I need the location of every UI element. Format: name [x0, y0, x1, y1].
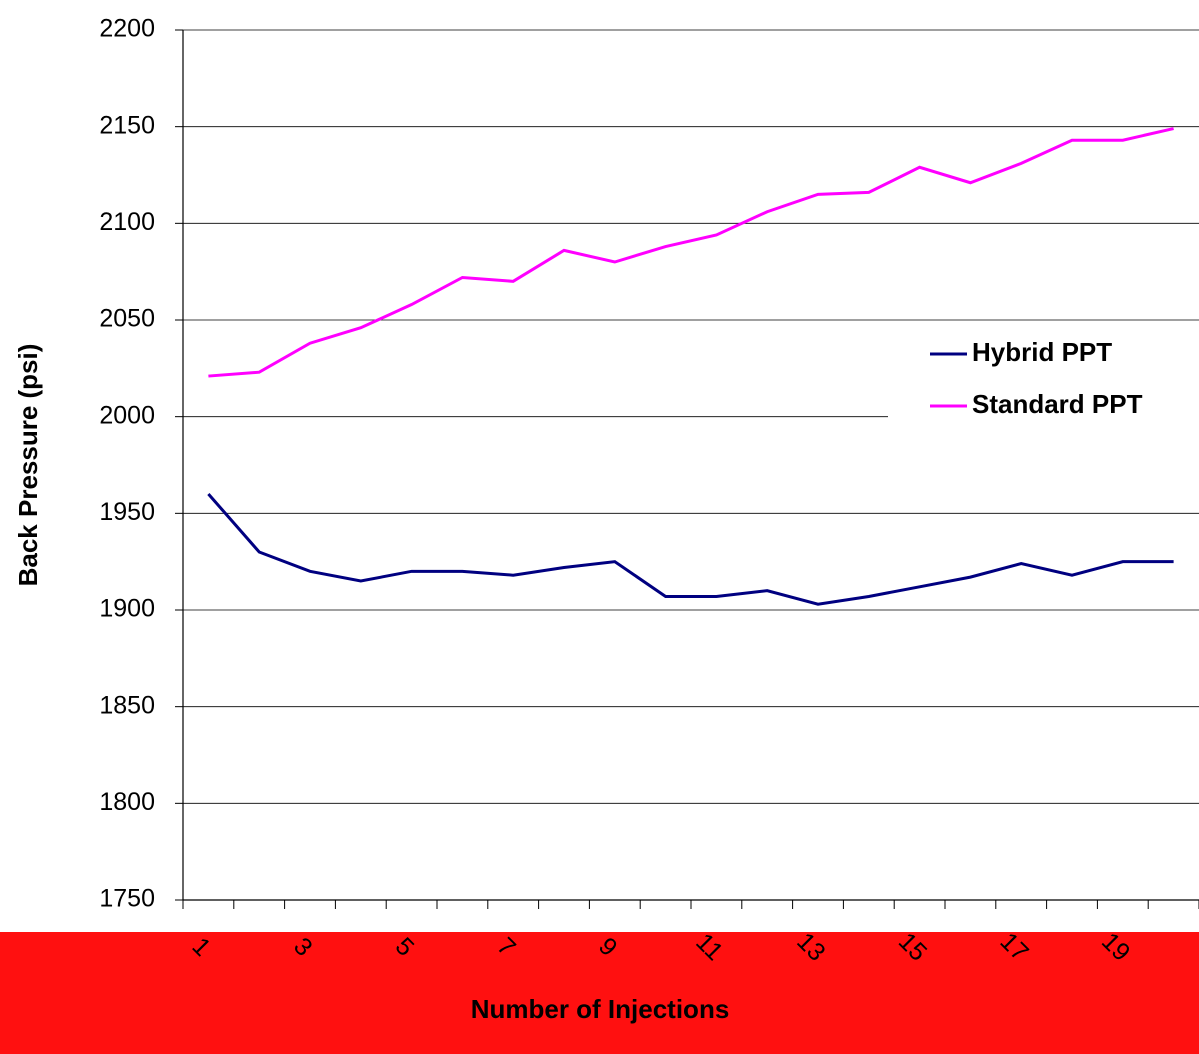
series-line — [208, 127, 1174, 378]
y-tick-label: 2050 — [99, 305, 155, 333]
y-tick-label: 2000 — [99, 401, 155, 429]
y-tick-label: 2100 — [99, 208, 155, 236]
series-line — [207, 493, 1174, 606]
y-tick-label: 2150 — [99, 111, 155, 139]
y-tick-label: 1950 — [99, 498, 155, 526]
y-tick-label: 2200 — [99, 15, 155, 43]
legend-box — [888, 322, 1199, 438]
y-tick-label: 1850 — [99, 691, 155, 719]
footer-band — [0, 932, 1199, 1054]
y-axis-title: Back Pressure (psi) — [13, 344, 43, 587]
x-axis-title: Number of Injections — [471, 994, 730, 1024]
legend-label: Standard PPT — [972, 389, 1143, 419]
y-tick-label: 1900 — [99, 595, 155, 623]
y-tick-label: 1750 — [99, 885, 155, 913]
y-tick-label: 1800 — [99, 788, 155, 816]
legend-label: Hybrid PPT — [972, 337, 1112, 367]
